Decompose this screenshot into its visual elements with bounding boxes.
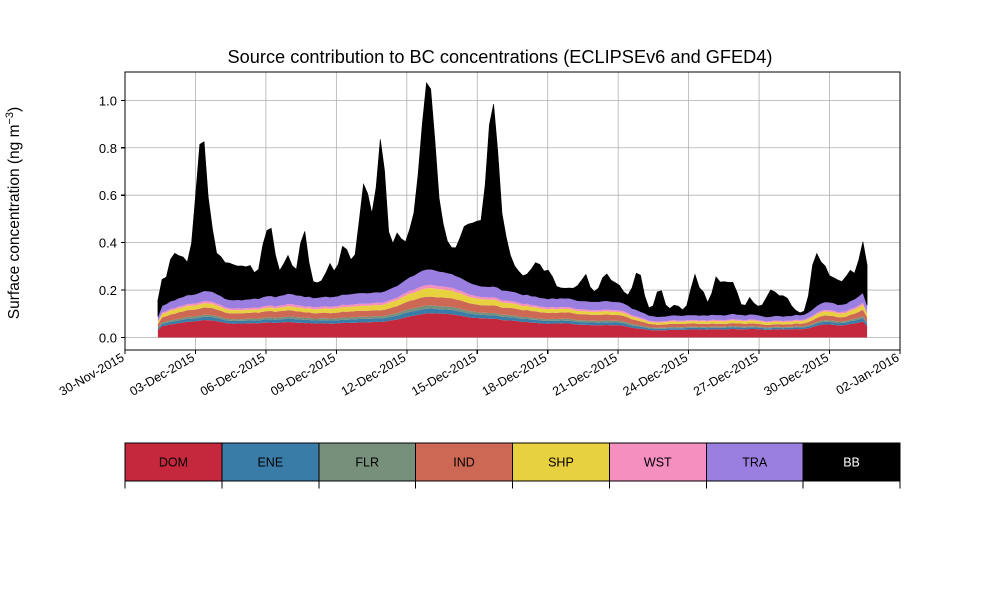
- svg-text:18-Dec-2015: 18-Dec-2015: [480, 350, 550, 398]
- svg-text:0.8: 0.8: [99, 141, 117, 156]
- svg-text:15-Dec-2015: 15-Dec-2015: [409, 350, 479, 398]
- svg-text:FLR: FLR: [355, 456, 379, 470]
- svg-text:24-Dec-2015: 24-Dec-2015: [621, 350, 691, 398]
- svg-text:0.2: 0.2: [99, 283, 117, 298]
- svg-text:TRA: TRA: [742, 456, 768, 470]
- svg-text:21-Dec-2015: 21-Dec-2015: [550, 350, 620, 398]
- svg-text:WST: WST: [644, 456, 672, 470]
- svg-text:06-Dec-2015: 06-Dec-2015: [198, 350, 268, 398]
- svg-text:ENE: ENE: [257, 456, 283, 470]
- svg-text:0.6: 0.6: [99, 188, 117, 203]
- svg-text:0.0: 0.0: [99, 331, 117, 346]
- svg-text:30-Dec-2015: 30-Dec-2015: [761, 350, 831, 398]
- svg-text:0.4: 0.4: [99, 236, 117, 251]
- svg-text:BB: BB: [843, 456, 860, 470]
- svg-text:12-Dec-2015: 12-Dec-2015: [339, 350, 409, 398]
- svg-text:IND: IND: [453, 456, 475, 470]
- svg-text:09-Dec-2015: 09-Dec-2015: [268, 350, 338, 398]
- svg-text:30-Nov-2015: 30-Nov-2015: [57, 350, 127, 398]
- svg-text:02-Jan-2016: 02-Jan-2016: [834, 350, 902, 397]
- svg-text:27-Dec-2015: 27-Dec-2015: [691, 350, 761, 398]
- svg-text:1.0: 1.0: [99, 93, 117, 108]
- svg-text:SHP: SHP: [548, 456, 574, 470]
- svg-text:03-Dec-2015: 03-Dec-2015: [127, 350, 197, 398]
- svg-text:DOM: DOM: [159, 456, 188, 470]
